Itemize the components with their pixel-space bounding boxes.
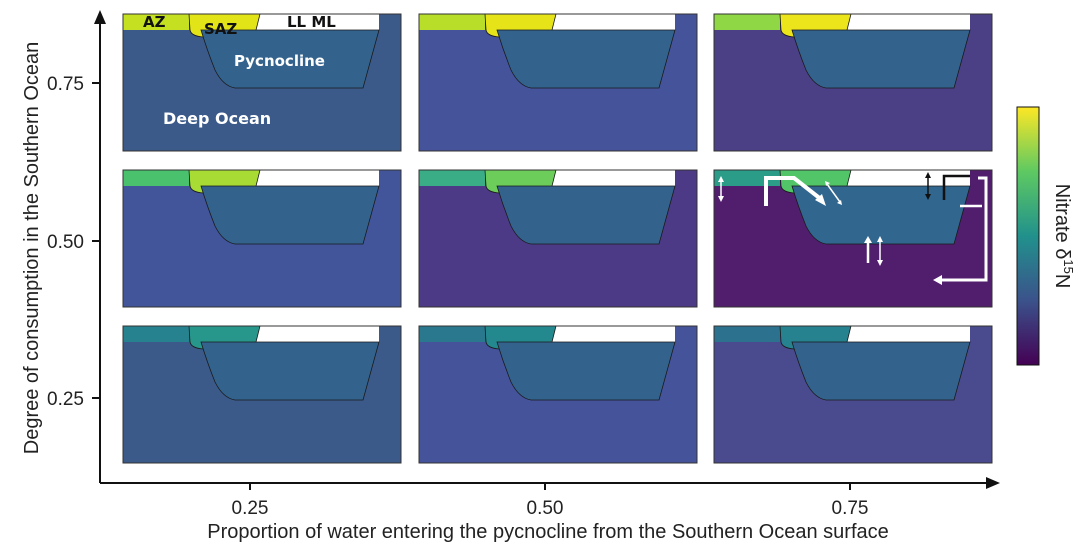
y-tick-label-075: 0.75	[47, 74, 84, 95]
subduction-arrowhead	[815, 194, 826, 206]
x-axis-arrow	[986, 477, 1000, 489]
y-tick-label-050: 0.50	[47, 232, 84, 253]
x-tick-label-050: 0.50	[527, 498, 564, 519]
panel-border	[418, 169, 698, 308]
ll-ml-region	[253, 326, 379, 342]
panel	[713, 13, 993, 152]
colorbar-gradient	[1016, 106, 1040, 366]
colorbar-label-prefix: Nitrate δ	[1051, 184, 1073, 260]
deep-mixing-arrowhead-up	[877, 236, 883, 242]
y-axis-title: Degree of consumption in the Southern Oc…	[21, 42, 43, 454]
ll-ml-region	[844, 14, 970, 30]
ll-ml-label: LL ML	[287, 13, 336, 31]
subduction-arrow	[764, 176, 824, 206]
panel: AZ SAZ LL ML Pycnocline Deep Ocean	[122, 13, 402, 152]
mixing-arrowhead-a	[825, 181, 830, 186]
az-region	[714, 326, 780, 342]
upwelling-arrowhead	[864, 236, 872, 243]
panel	[122, 325, 402, 464]
pycnocline-region	[200, 29, 380, 89]
y-tick-label-025: 0.25	[47, 389, 84, 410]
pycnocline-region	[791, 29, 971, 89]
ll-ml-region	[549, 326, 675, 342]
colorbar-label-sup: 15	[1061, 259, 1076, 273]
az-region	[714, 14, 780, 30]
panel-border	[713, 325, 993, 464]
pycnocline-region	[496, 185, 676, 245]
return-flow-loop	[940, 176, 988, 282]
pycnocline-region	[200, 341, 380, 401]
pycnocline-region	[496, 29, 676, 89]
panel-border	[122, 13, 402, 152]
ll-ml-region	[844, 170, 970, 186]
panel	[418, 325, 698, 464]
mixing-arrow	[826, 183, 841, 203]
panel	[713, 169, 993, 308]
pycnocline-region	[791, 341, 971, 401]
panel-border	[418, 325, 698, 464]
colorbar-label-suffix: N	[1051, 274, 1073, 288]
ll-ml-region	[253, 14, 379, 30]
llml-arrowhead-down	[925, 194, 931, 200]
x-tick-label-075: 0.75	[832, 498, 869, 519]
deep-ocean-label: Deep Ocean	[163, 109, 271, 128]
panel	[418, 169, 698, 308]
pycnocline-region	[496, 341, 676, 401]
llml-arrowhead-up	[925, 172, 931, 178]
panel	[418, 13, 698, 152]
x-axis-title: Proportion of water entering the pycnocl…	[207, 521, 889, 543]
panel	[713, 325, 993, 464]
axes: 0.75 0.50 0.25 0.25 0.50 0.75 Proportion…	[21, 10, 1000, 543]
saz-label: SAZ	[204, 20, 237, 38]
ll-ml-region	[844, 326, 970, 342]
panel-border	[122, 325, 402, 464]
pycnocline-region	[791, 185, 971, 245]
pycnocline-region	[200, 185, 380, 245]
ll-ml-region	[253, 170, 379, 186]
ll-ml-region	[549, 14, 675, 30]
az-label: AZ	[143, 13, 166, 31]
mixing-arrowhead-b	[837, 200, 842, 205]
panel-border	[122, 169, 402, 308]
panel-border	[713, 169, 993, 308]
az-region	[123, 14, 189, 30]
deep-mixing-arrowhead-down	[877, 260, 883, 266]
llml-return-arrow	[942, 174, 970, 200]
return-flow-arrowhead	[933, 275, 942, 285]
az-region	[419, 14, 485, 30]
colorbar: Nitrate δ15N	[1016, 106, 1076, 366]
x-tick-label-025: 0.25	[232, 498, 269, 519]
ll-ml-region	[549, 170, 675, 186]
pycnocline-label: Pycnocline	[234, 52, 325, 70]
az-arrowhead-up	[718, 176, 724, 182]
y-axis-arrow	[94, 10, 106, 24]
az-region	[714, 170, 780, 186]
panel	[122, 169, 402, 308]
az-arrowhead-down	[718, 196, 724, 202]
az-region	[123, 170, 189, 186]
az-region	[123, 326, 189, 342]
panel-border	[418, 13, 698, 152]
panel-border	[713, 13, 993, 152]
az-region	[419, 326, 485, 342]
az-region	[419, 170, 485, 186]
panel-grid: AZ SAZ LL ML Pycnocline Deep Ocean	[122, 13, 993, 464]
colorbar-label: Nitrate δ15N	[1051, 184, 1076, 289]
